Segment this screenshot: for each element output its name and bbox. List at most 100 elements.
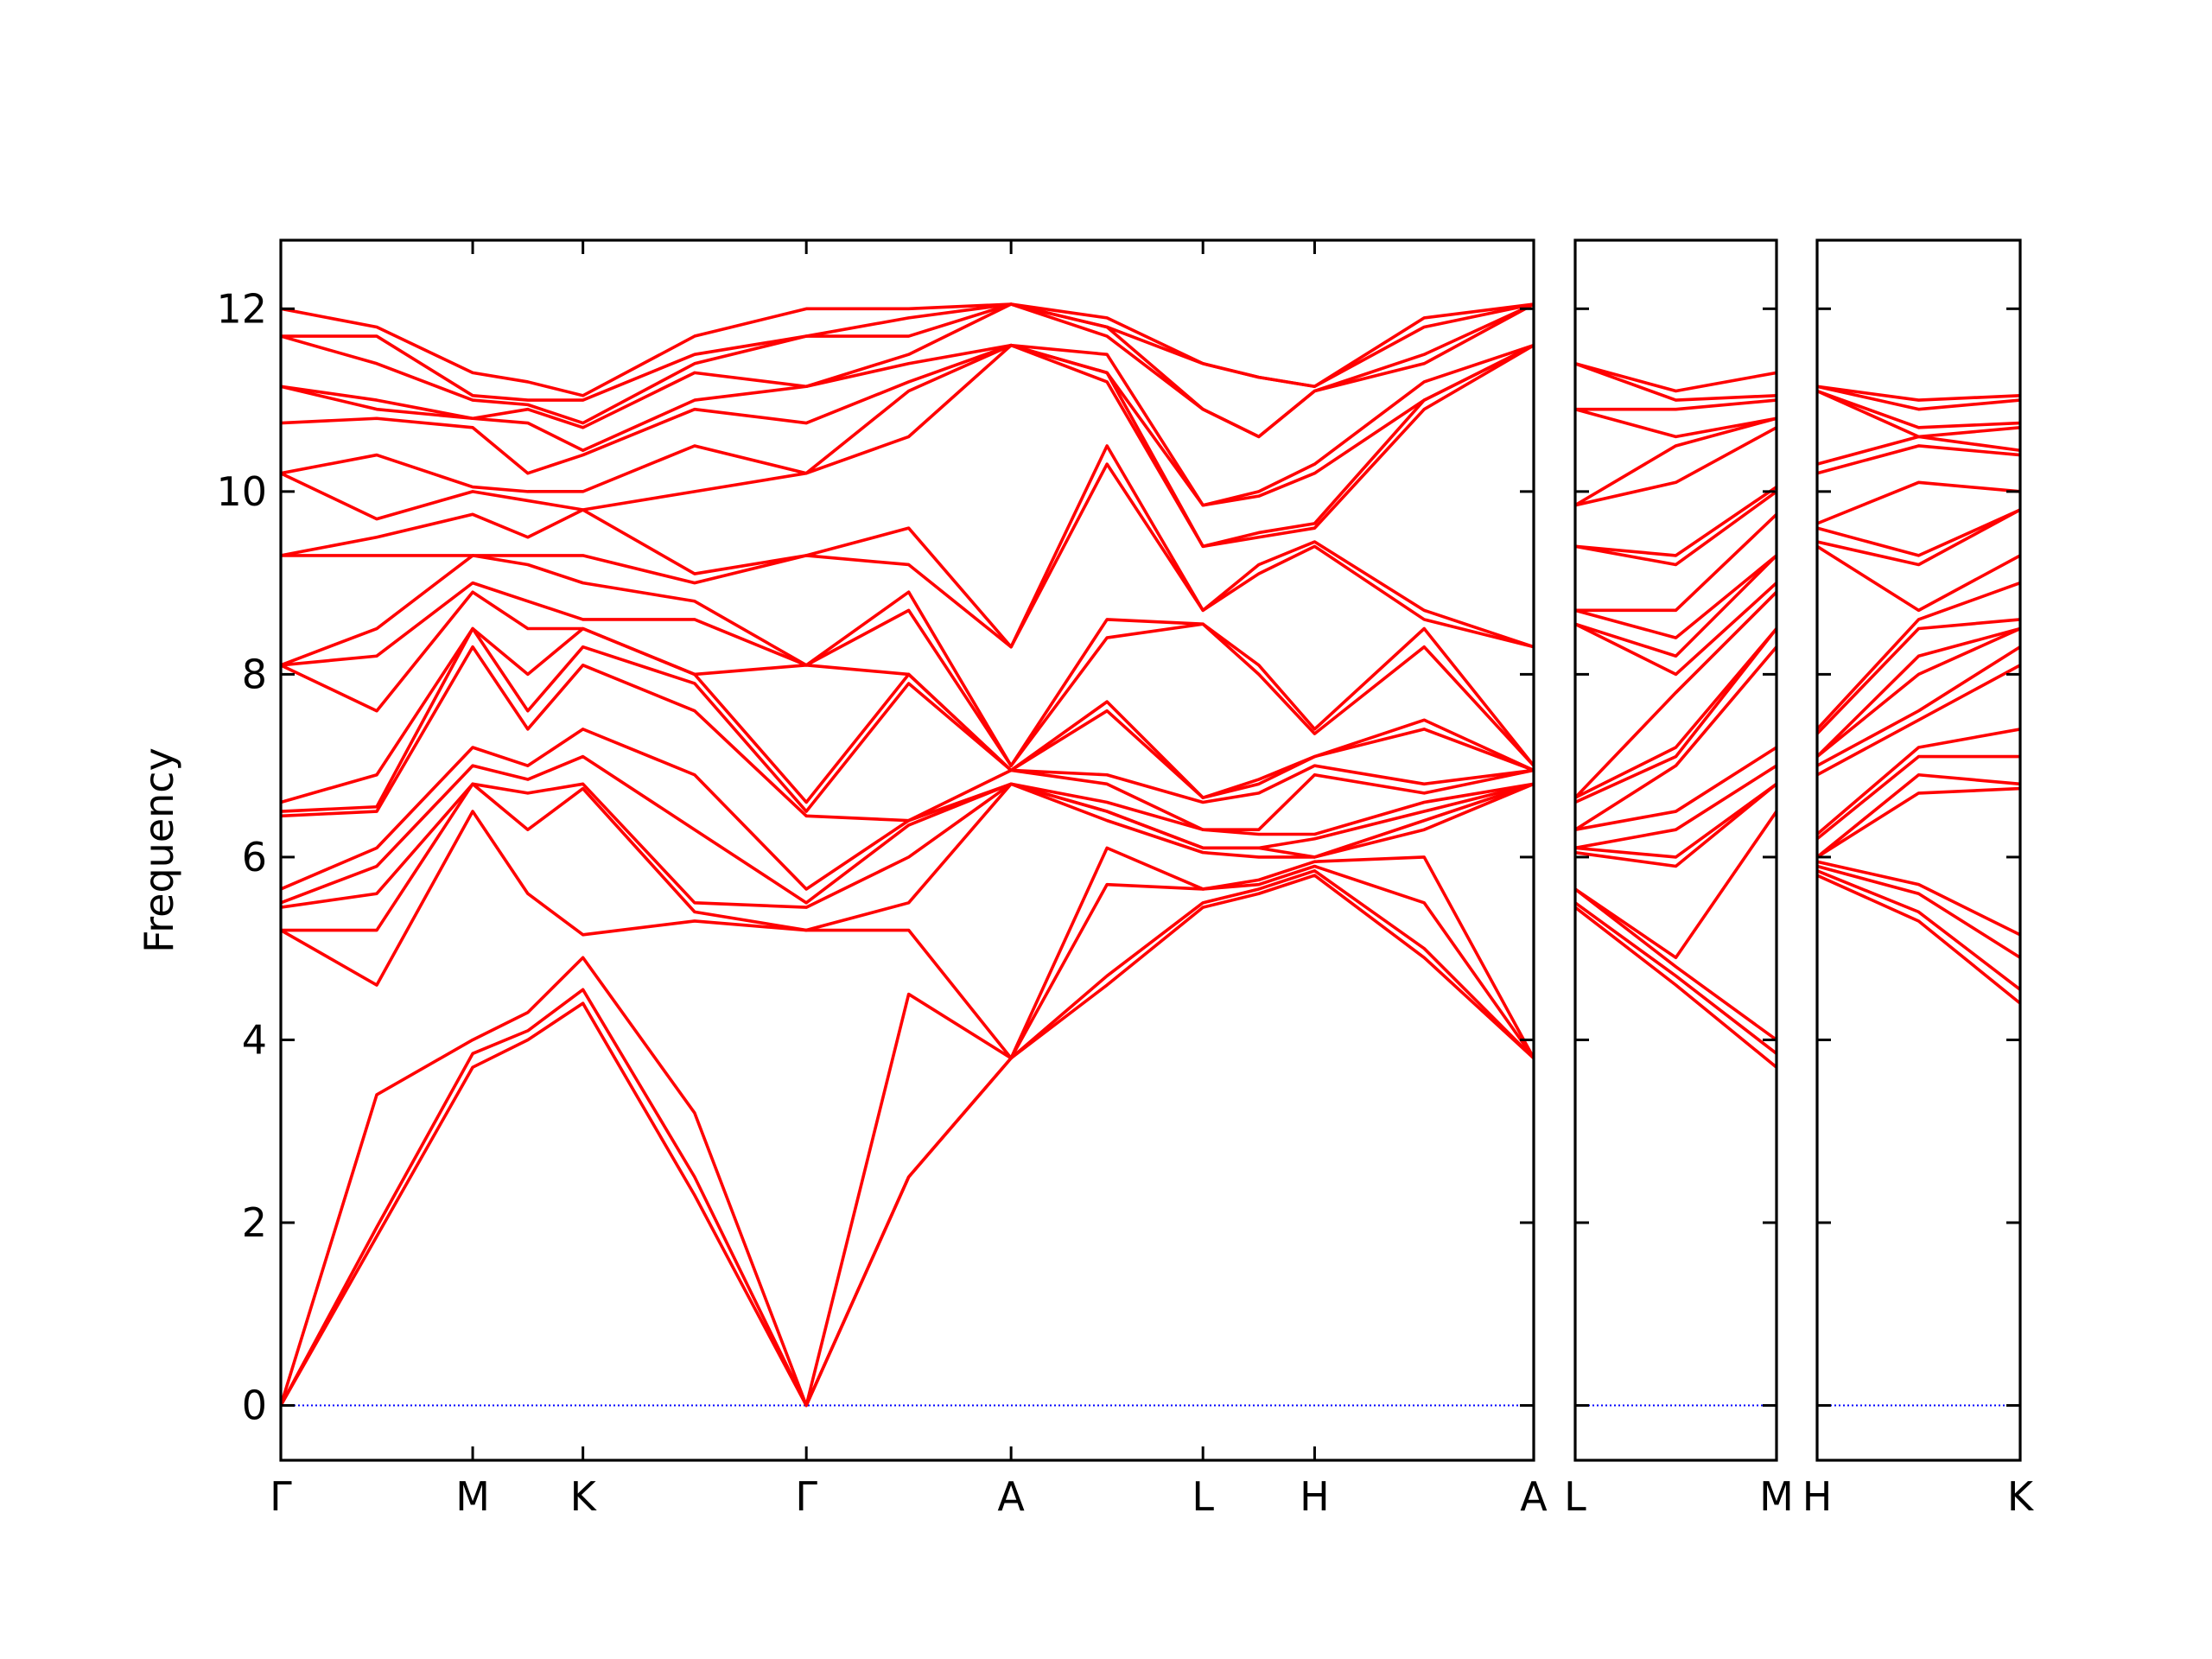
- x-tick-label: K: [570, 1473, 598, 1520]
- y-tick-label: 4: [242, 1016, 267, 1063]
- plot-area: [1575, 361, 1777, 1407]
- band-line: [281, 302, 1534, 397]
- x-tick-label: H: [1300, 1473, 1330, 1520]
- x-tick-label: L: [1192, 1473, 1214, 1520]
- band-line: [1817, 786, 2020, 859]
- band-line: [1817, 385, 2020, 402]
- band-line: [1575, 906, 1777, 1069]
- band-line: [1575, 626, 1777, 799]
- band-line: [1575, 887, 1777, 1042]
- band-line: [281, 754, 1534, 905]
- band-line: [1575, 810, 1777, 960]
- band-line: [1575, 782, 1777, 868]
- band-line: [1817, 772, 2020, 859]
- plot-area: [1817, 385, 2020, 1407]
- y-tick-label: 6: [242, 834, 267, 880]
- plot-area: [281, 302, 1534, 1408]
- x-tick-label: A: [997, 1473, 1025, 1520]
- band-line: [1575, 407, 1777, 439]
- band-line: [1575, 416, 1777, 507]
- band-line: [1817, 508, 2020, 557]
- y-tick-label: 0: [242, 1382, 267, 1429]
- band-line: [1817, 581, 2020, 731]
- band-line: [1575, 746, 1777, 831]
- band-line: [281, 728, 1534, 891]
- band-line: [1575, 554, 1777, 658]
- band-line: [1817, 860, 2020, 937]
- band-line: [1575, 490, 1777, 567]
- band-line: [1575, 645, 1777, 831]
- band-line: [1575, 626, 1777, 804]
- x-tick-label: Γ: [270, 1473, 292, 1520]
- band-line: [281, 462, 1534, 649]
- y-tick-label: 12: [216, 285, 267, 332]
- band-line: [1575, 581, 1777, 677]
- band-line: [1817, 869, 2020, 992]
- band-line: [1575, 361, 1777, 402]
- band-line: [281, 626, 1534, 813]
- band-line: [281, 343, 1534, 507]
- y-axis-label: Frequency: [136, 747, 182, 953]
- x-tick-label: K: [2007, 1473, 2035, 1520]
- band-line: [281, 782, 1534, 909]
- band-line: [1817, 626, 2020, 759]
- band-line: [1817, 444, 2020, 475]
- band-line: [281, 874, 1534, 1408]
- band-line: [1575, 361, 1777, 393]
- band-line: [1817, 389, 2020, 439]
- band-line: [1575, 764, 1777, 850]
- band-line: [1817, 480, 2020, 525]
- band-line: [281, 810, 1534, 1060]
- band-line: [1817, 435, 2020, 466]
- band-line: [281, 343, 1534, 549]
- band-line: [1817, 864, 2020, 960]
- band-line: [1817, 645, 2020, 767]
- axes-frame: [1815, 238, 2022, 1462]
- band-line: [1817, 626, 2020, 759]
- band-line: [1817, 618, 2020, 735]
- band-line: [281, 869, 1534, 1408]
- band-line: [1817, 385, 2020, 411]
- band-line: [1575, 554, 1777, 639]
- x-tick-label: H: [1802, 1473, 1833, 1520]
- band-line: [281, 864, 1534, 1408]
- band-line: [1575, 398, 1777, 411]
- axes-frame: [1573, 238, 1778, 1462]
- band-line: [281, 302, 1534, 439]
- band-line: [1817, 728, 2020, 836]
- band-line: [1575, 901, 1777, 1056]
- band-line: [1817, 508, 2020, 567]
- band-line: [1575, 512, 1777, 613]
- band-line: [1575, 426, 1777, 507]
- band-line: [281, 302, 1534, 402]
- x-tick-label: Γ: [795, 1473, 817, 1520]
- band-line: [1575, 590, 1777, 799]
- band-line: [1817, 874, 2020, 1005]
- band-line: [1575, 782, 1777, 859]
- x-tick-label: M: [1759, 1473, 1794, 1520]
- band-line: [281, 554, 1534, 767]
- band-line: [1575, 485, 1777, 557]
- panel: 0 2 4 6 8 10 12 Γ M K Γ A L H A Frequency: [136, 238, 1548, 1520]
- band-line: [281, 581, 1534, 767]
- y-tick-label: 8: [242, 651, 267, 697]
- band-line: [1817, 389, 2020, 429]
- axes-frame: [279, 238, 1535, 1462]
- y-tick-label: 2: [242, 1199, 267, 1246]
- band-line: [281, 590, 1534, 799]
- x-tick-label: L: [1564, 1473, 1586, 1520]
- band-line: [281, 782, 1534, 932]
- band-line: [281, 645, 1534, 831]
- band-line: [1817, 754, 2020, 841]
- band-line: [1817, 544, 2020, 613]
- x-tick-label: M: [455, 1473, 490, 1520]
- y-tick-label: 10: [216, 468, 267, 515]
- x-tick-label: A: [1520, 1473, 1548, 1520]
- band-line: [281, 343, 1534, 549]
- band-line: [281, 343, 1534, 507]
- band-line: [281, 444, 1534, 649]
- band-line: [1817, 664, 2020, 777]
